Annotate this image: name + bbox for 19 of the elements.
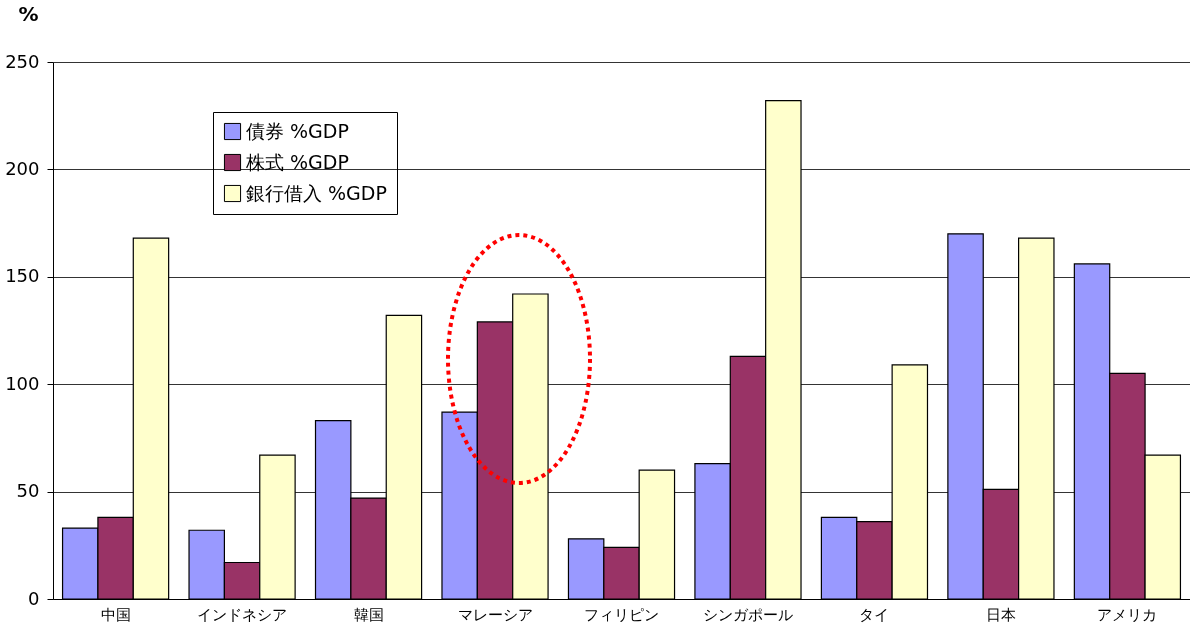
- legend-label: 銀行借入 %GDP: [246, 181, 387, 204]
- x-tick-label: アメリカ: [1097, 605, 1158, 624]
- x-tick-label: マレーシア: [457, 605, 533, 624]
- y-tick-label: 250: [5, 50, 40, 72]
- x-tick-label: インドネシア: [197, 605, 288, 624]
- y-tick-label: 200: [5, 157, 40, 179]
- y-axis-title: %: [18, 1, 39, 26]
- y-tick-label: 150: [5, 265, 40, 287]
- y-tick-label: 100: [5, 372, 40, 394]
- legend-label: 債券 %GDP: [246, 119, 349, 142]
- x-tick-label: 韓国: [353, 605, 384, 624]
- x-tick-label: シンガポール: [702, 605, 793, 624]
- legend-label: 株式 %GDP: [245, 150, 349, 173]
- x-tick-label: 中国: [100, 605, 131, 624]
- x-tick-label: 日本: [985, 605, 1016, 624]
- x-tick-label: フィリピン: [584, 605, 659, 624]
- y-tick-label: 50: [16, 480, 40, 502]
- y-tick-label: 0: [28, 587, 40, 609]
- x-tick-label: タイ: [859, 605, 890, 624]
